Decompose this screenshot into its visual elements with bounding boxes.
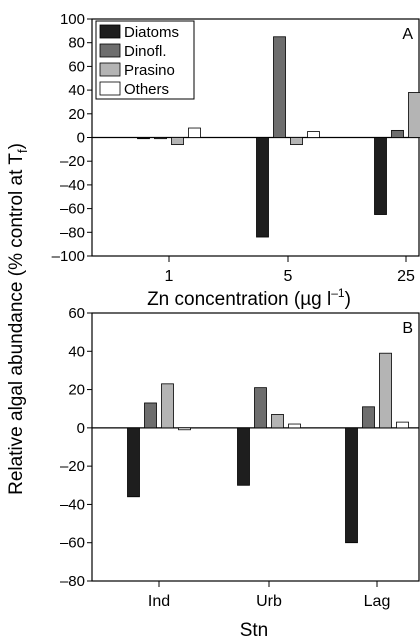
y-tick-label: 20 bbox=[68, 106, 85, 123]
y-tick-label: –40 bbox=[60, 496, 85, 513]
bar-prasino-25 bbox=[408, 92, 420, 138]
legend-swatch-dinofl bbox=[99, 43, 121, 58]
bar-dinofl-urb bbox=[254, 387, 267, 429]
bar-others-1 bbox=[188, 127, 201, 138]
bar-dinofl-lag bbox=[362, 406, 375, 429]
y-tick-label: 80 bbox=[68, 35, 85, 52]
bar-diatoms-1 bbox=[137, 137, 150, 140]
y-tick-label: 40 bbox=[68, 343, 85, 360]
bar-dinofl-25 bbox=[391, 129, 404, 138]
bar-diatoms-ind bbox=[127, 427, 140, 498]
legend-label: Diatoms bbox=[124, 24, 179, 41]
y-tick-label: 40 bbox=[68, 82, 85, 99]
bar-diatoms-lag bbox=[345, 427, 358, 544]
y-tick-label: –60 bbox=[60, 535, 85, 552]
legend-swatch-diatoms bbox=[99, 24, 121, 39]
chart-panel-a: 100 80 60 40 20 0 –20 –40 –60 –80 –100 1 5 25 A Zn conc… bbox=[52, 11, 420, 310]
legend-label: Others bbox=[124, 81, 169, 98]
x-axis-label-superscript: –1 bbox=[331, 286, 345, 300]
bar-others-urb bbox=[288, 423, 301, 429]
y-tick-label: –60 bbox=[60, 201, 85, 218]
y-tick-label: 20 bbox=[68, 382, 85, 399]
legend-label: Dinofl. bbox=[124, 43, 167, 60]
y-tick-label: 100 bbox=[60, 11, 85, 28]
bar-others-5 bbox=[307, 131, 320, 138]
bar-prasino-urb bbox=[271, 414, 284, 429]
bar-prasino-lag bbox=[379, 352, 392, 429]
x-tick-label: 1 bbox=[165, 268, 174, 285]
bar-prasino-ind bbox=[161, 383, 174, 429]
chart-panel-b: 60 40 20 0 –20 –40 –60 –80 Ind Urb Lag B Stn bbox=[60, 305, 420, 641]
x-axis-label: Stn bbox=[240, 620, 269, 641]
bar-diatoms-5 bbox=[256, 137, 269, 238]
x-tick-label: Ind bbox=[148, 593, 170, 610]
bar-diatoms-25 bbox=[374, 137, 387, 215]
legend-swatch-prasino bbox=[99, 62, 121, 77]
bar-prasino-1 bbox=[171, 137, 184, 146]
bar-dinofl-1 bbox=[154, 137, 167, 140]
x-axis-label-close: ) bbox=[345, 289, 351, 310]
y-tick-label: 0 bbox=[77, 130, 85, 147]
x-tick-label: Lag bbox=[364, 593, 391, 610]
y-tick-label: 0 bbox=[77, 420, 85, 437]
x-axis-label-main: Zn concentration (µg l bbox=[147, 289, 331, 310]
bar-prasino-5 bbox=[290, 137, 303, 146]
bar-diatoms-urb bbox=[237, 427, 250, 486]
y-tick-label: –20 bbox=[60, 458, 85, 475]
y-tick-label: 60 bbox=[68, 305, 85, 322]
legend-swatch-others bbox=[99, 81, 121, 96]
bar-others-ind bbox=[178, 427, 191, 431]
y-tick-label: –20 bbox=[60, 153, 85, 170]
y-tick-label: –40 bbox=[60, 177, 85, 194]
y-tick-label: –80 bbox=[60, 573, 85, 590]
bar-others-lag bbox=[396, 421, 409, 429]
y-axis-label: Relative algal abundance (% control at T… bbox=[6, 143, 30, 495]
x-axis-label-main: Stn bbox=[240, 620, 269, 641]
legend-label: Prasino bbox=[124, 62, 175, 79]
x-axis-label: Zn concentration (µg l–1) bbox=[147, 286, 351, 310]
x-tick-label: 5 bbox=[284, 268, 293, 285]
x-tick-label: 25 bbox=[397, 268, 415, 285]
bar-dinofl-5 bbox=[273, 36, 286, 138]
y-tick-label: –100 bbox=[52, 248, 85, 265]
y-tick-label: –80 bbox=[60, 224, 85, 241]
plot-frame bbox=[91, 312, 420, 582]
panel-label: B bbox=[402, 320, 413, 337]
bar-dinofl-ind bbox=[144, 402, 157, 429]
y-tick-label: 60 bbox=[68, 58, 85, 75]
x-tick-label: Urb bbox=[256, 593, 282, 610]
legend: Diatoms Dinofl. Prasino Others bbox=[95, 20, 195, 100]
panel-label: A bbox=[402, 26, 413, 43]
